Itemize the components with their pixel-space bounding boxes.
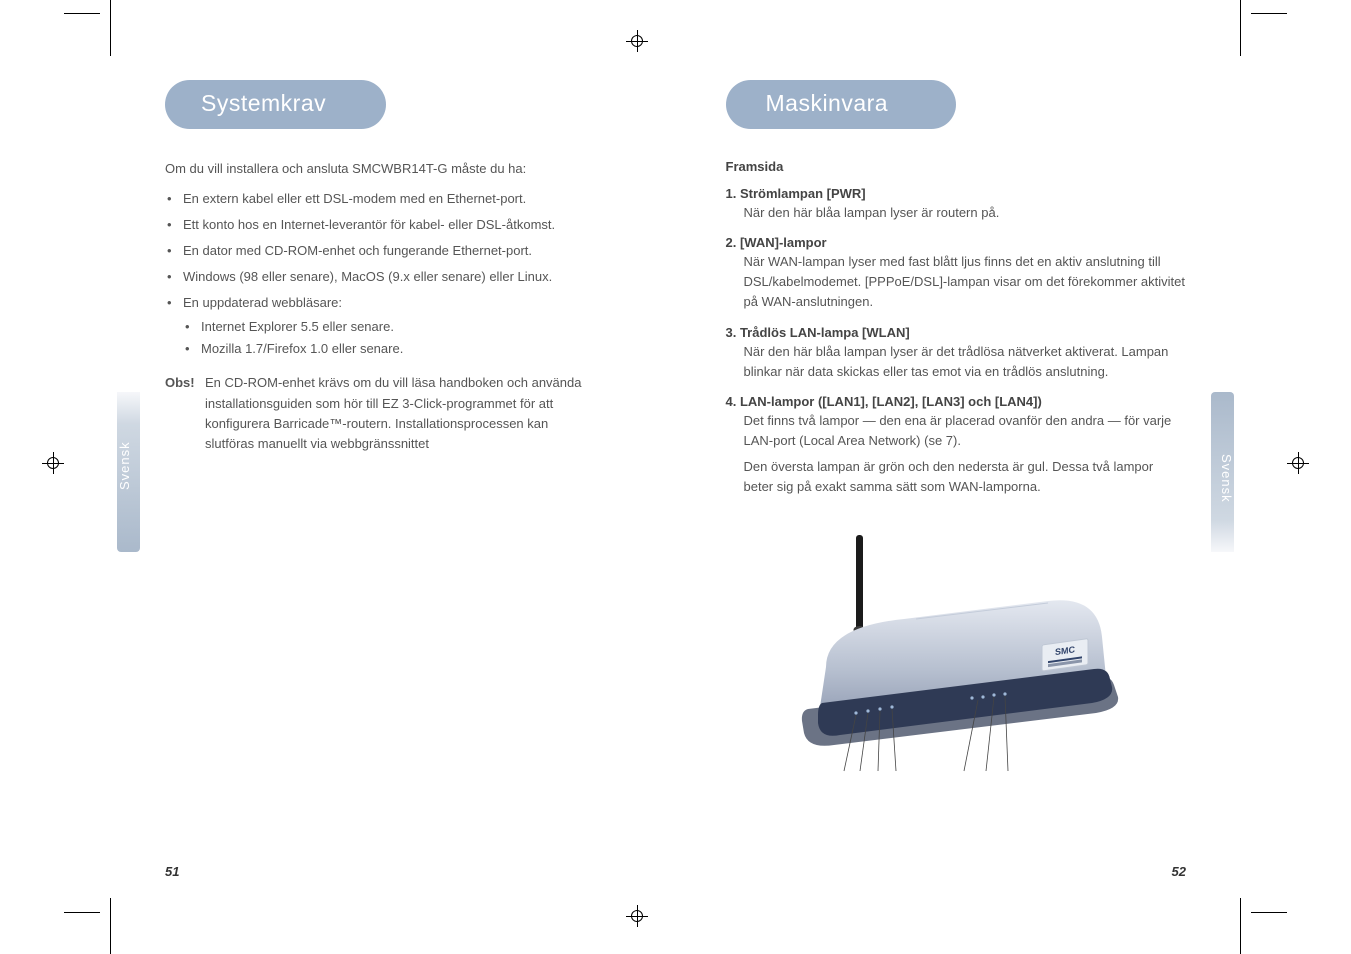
- section-title-framsida: Framsida: [726, 159, 1187, 174]
- page-left: Systemkrav Om du vill installera och ans…: [0, 0, 686, 954]
- list-item: Mozilla 1.7/Firefox 1.0 eller senare.: [183, 339, 626, 359]
- page-right: Maskinvara Framsida 1. Strömlampan [PWR]…: [686, 0, 1351, 954]
- list-item: En uppdaterad webbläsare: Internet Explo…: [165, 293, 626, 359]
- entry-head: 1. Strömlampan [PWR]: [726, 186, 1187, 201]
- entry-head: 3. Trådlös LAN-lampa [WLAN]: [726, 325, 1187, 340]
- note-block: Obs! En CD-ROM-enhet krävs om du vill lä…: [165, 373, 626, 454]
- entry-body: Det finns två lampor — den ena är placer…: [726, 411, 1187, 451]
- page-number-left: 51: [165, 864, 179, 879]
- entry-body: Den översta lampan är grön och den neder…: [726, 457, 1187, 497]
- requirements-list: En extern kabel eller ett DSL-modem med …: [165, 189, 626, 360]
- entry-body: När WAN-lampan lyser med fast blått ljus…: [726, 252, 1187, 312]
- list-item: Internet Explorer 5.5 eller senare.: [183, 317, 626, 337]
- page-number-right: 52: [1172, 864, 1186, 879]
- heading-systemkrav: Systemkrav: [165, 80, 386, 129]
- list-item: En extern kabel eller ett DSL-modem med …: [165, 189, 626, 209]
- list-item: Ett konto hos en Internet-leverantör för…: [165, 215, 626, 235]
- entry-body: När den här blåa lampan lyser är det trå…: [726, 342, 1187, 382]
- entry-body: När den här blåa lampan lyser är routern…: [726, 203, 1187, 223]
- list-item: En dator med CD-ROM-enhet och fungerande…: [165, 241, 626, 261]
- entry-head: 2. [WAN]-lampor: [726, 235, 1187, 250]
- note-body: En CD-ROM-enhet krävs om du vill läsa ha…: [205, 373, 626, 454]
- router-illustration: SMC: [786, 527, 1126, 777]
- list-item-label: En uppdaterad webbläsare:: [183, 295, 342, 310]
- note-label: Obs!: [165, 373, 205, 454]
- heading-maskinvara: Maskinvara: [726, 80, 957, 129]
- requirements-sublist: Internet Explorer 5.5 eller senare. Mozi…: [183, 317, 626, 359]
- list-item: Windows (98 eller senare), MacOS (9.x el…: [165, 267, 626, 287]
- entry-head: 4. LAN-lampor ([LAN1], [LAN2], [LAN3] oc…: [726, 394, 1187, 409]
- intro-text: Om du vill installera och ansluta SMCWBR…: [165, 159, 626, 179]
